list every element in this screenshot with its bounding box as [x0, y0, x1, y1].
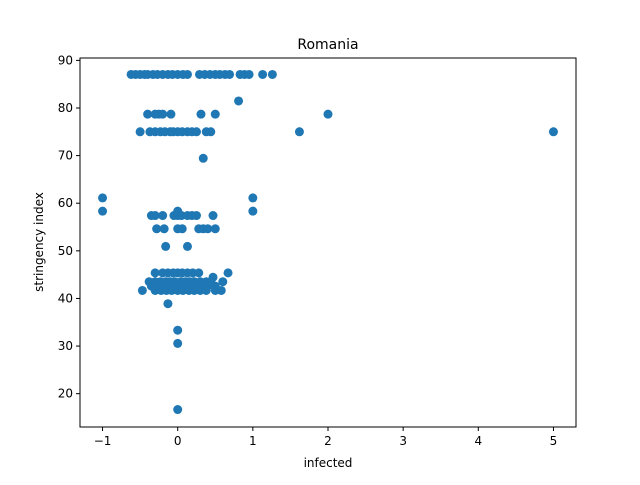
- data-point: [163, 299, 173, 309]
- x-tick-label: 5: [550, 434, 558, 448]
- data-point: [166, 109, 176, 119]
- x-tick-label: 2: [324, 434, 332, 448]
- data-point: [177, 224, 187, 234]
- data-point: [294, 127, 304, 137]
- data-point: [234, 96, 244, 106]
- data-point: [150, 268, 160, 278]
- y-tick-label: 20: [58, 387, 73, 401]
- x-axis-label: infected: [304, 456, 353, 470]
- data-point: [244, 69, 254, 79]
- plot-area: [80, 58, 576, 427]
- points-layer: [98, 69, 558, 415]
- data-point: [173, 405, 183, 415]
- data-point: [206, 127, 216, 137]
- data-point: [248, 193, 258, 203]
- y-axis-label: stringency index: [32, 192, 46, 292]
- x-tick-label: −1: [94, 434, 112, 448]
- x-tick-label: 4: [474, 434, 482, 448]
- data-point: [150, 211, 160, 221]
- x-tick-label: 3: [399, 434, 407, 448]
- data-point: [548, 127, 558, 137]
- data-point: [98, 206, 108, 216]
- data-point: [208, 211, 218, 221]
- y-tick-label: 50: [58, 244, 73, 258]
- data-point: [248, 206, 258, 216]
- data-point: [98, 193, 108, 203]
- chart-title: Romania: [297, 37, 358, 53]
- data-point: [323, 109, 333, 119]
- x-tick-label: 0: [174, 434, 182, 448]
- data-point: [210, 224, 220, 234]
- data-point: [194, 268, 204, 278]
- data-point: [161, 241, 171, 251]
- y-tick-label: 30: [58, 339, 73, 353]
- data-point: [225, 69, 235, 79]
- y-tick-label: 90: [58, 53, 73, 67]
- data-point: [258, 69, 268, 79]
- y-tick-label: 70: [58, 149, 73, 163]
- data-point: [267, 69, 277, 79]
- data-point: [218, 277, 228, 287]
- data-point: [210, 109, 220, 119]
- data-point: [158, 211, 168, 221]
- data-point: [191, 127, 201, 137]
- data-point: [135, 127, 145, 137]
- data-point: [191, 211, 201, 221]
- data-point: [158, 109, 168, 119]
- y-tick-label: 40: [58, 291, 73, 305]
- x-axis: −1 0 1 2 3 4 5: [94, 427, 558, 448]
- data-point: [159, 224, 169, 234]
- x-tick-label: 1: [249, 434, 257, 448]
- data-point: [182, 241, 192, 251]
- data-point: [173, 325, 183, 335]
- y-axis: 20 30 40 50 60 70 80 90: [58, 53, 80, 401]
- data-point: [223, 268, 233, 278]
- data-point: [143, 109, 153, 119]
- y-tick-label: 80: [58, 101, 73, 115]
- data-point: [173, 338, 183, 348]
- data-point: [137, 285, 147, 295]
- y-tick-label: 60: [58, 196, 73, 210]
- data-point: [152, 224, 162, 234]
- data-point: [216, 285, 226, 295]
- data-point: [198, 153, 208, 163]
- data-point: [203, 224, 213, 234]
- data-point: [196, 109, 206, 119]
- data-point: [182, 69, 192, 79]
- data-point: [201, 285, 211, 295]
